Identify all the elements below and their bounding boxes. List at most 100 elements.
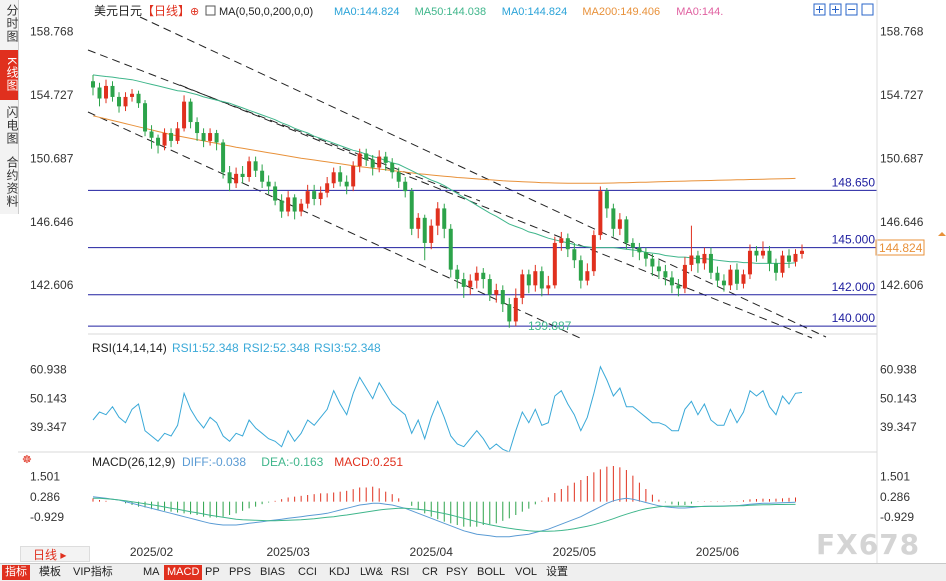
candle-body: [292, 197, 297, 212]
toolbar-item-8[interactable]: CCI: [298, 566, 317, 578]
candle-body: [364, 153, 369, 160]
toolbar-item-0[interactable]: 指标: [2, 565, 30, 580]
timeframe-button[interactable]: 日线 ▸: [20, 546, 90, 562]
candle-body: [214, 133, 219, 143]
candle-body: [130, 93, 135, 97]
candle-body: [507, 304, 512, 322]
rsi-line: [92, 365, 803, 453]
toolbar-item-3[interactable]: MA: [143, 566, 160, 578]
candle-body: [273, 186, 278, 201]
low-annotation: 139.887: [528, 319, 572, 333]
toolbar-item-16[interactable]: 设置: [546, 566, 568, 578]
candle-body: [299, 203, 304, 212]
trend-line: [139, 16, 827, 338]
zoom-out-icon[interactable]: [845, 3, 858, 16]
settings-icon[interactable]: ⊕: [190, 6, 199, 18]
candle-body: [572, 249, 577, 261]
tab-kline[interactable]: K线图: [0, 50, 19, 100]
toolbar-item-1[interactable]: 模板: [39, 566, 61, 578]
toolbar-item-6[interactable]: PPS: [229, 566, 252, 578]
toolbar-item-15[interactable]: VOL: [515, 566, 538, 578]
toolbar-item-5[interactable]: PP: [205, 566, 220, 578]
candle-body: [643, 252, 648, 259]
candle-body: [455, 269, 460, 280]
toolbar-item-7[interactable]: BIAS: [260, 566, 286, 578]
candle-body: [721, 280, 726, 286]
price-tick-label-right: 150.687: [880, 151, 924, 165]
toolbar-item-12[interactable]: CR: [422, 566, 438, 578]
candle-body: [390, 162, 395, 173]
candle-body: [416, 217, 421, 229]
date-tick-label: 2025/04: [410, 545, 454, 559]
candle-body: [448, 228, 453, 270]
macd-legend-item: DIFF:-0.038: [182, 455, 246, 469]
trend-line: [179, 84, 813, 339]
horizontal-levels: 148.650 145.000 142.000 140.000: [88, 175, 877, 327]
candle-body: [169, 133, 174, 141]
price-tick-label-right: 146.646: [880, 215, 924, 229]
date-tick-label: 2025/05: [553, 545, 597, 559]
candle-body: [695, 255, 700, 264]
level-label: 145.000: [832, 233, 876, 247]
toolbar-item-11[interactable]: RSI: [391, 566, 410, 578]
candle-body: [513, 297, 518, 322]
candle-body: [461, 279, 466, 287]
candle-body: [175, 128, 180, 141]
macd-tick-label: -0.929: [30, 510, 64, 524]
macd-tick-label: 0.286: [30, 490, 60, 504]
macd-legend: DIFF:-0.038 DEA:-0.163 MACD:0.251: [182, 455, 403, 469]
rsi-pane: RSI(14,14,14) RSI1:52.348 RSI2:52.348 RSI3…: [18, 341, 917, 453]
candle-body: [325, 183, 330, 193]
candle-body: [383, 156, 388, 163]
candle-body: [552, 242, 557, 286]
candle-body: [156, 137, 161, 146]
price-tick-label: 150.687: [30, 151, 74, 165]
candle-body: [474, 272, 479, 281]
candle-body: [286, 197, 291, 212]
date-tick-label: 2025/03: [266, 545, 310, 559]
toggle-icon[interactable]: [205, 5, 216, 16]
candle-body: [546, 285, 551, 289]
toolbar-item-9[interactable]: KDJ: [329, 566, 350, 578]
candle-body: [357, 153, 362, 167]
zoom-in-icon[interactable]: [829, 3, 842, 16]
toolbar-item-14[interactable]: BOLL: [477, 566, 506, 578]
level-label: 142.000: [832, 280, 876, 294]
candle-body: [637, 247, 642, 253]
indicator-toolbar: 指标 模板 VIP指标 MA MACD PP PPS BIAS CCI KDJ LW& RSI CR PS…: [0, 563, 946, 581]
toolbar-item-13[interactable]: PSY: [446, 566, 469, 578]
macd-axis: 1.501 1.501 0.286 0.286 -0.929 -0.929: [30, 470, 914, 525]
candle-body: [734, 269, 739, 284]
rsi-legend-item: RSI3:52.348: [314, 341, 381, 355]
indicator-settings-icon[interactable]: ☸: [22, 454, 32, 466]
crosshair-icon[interactable]: [813, 3, 826, 16]
tab-contract-info[interactable]: 合约资料: [5, 156, 19, 208]
candle-body: [305, 191, 310, 204]
candle-body: [91, 81, 95, 88]
trend-channel: [87, 16, 827, 339]
candle-body: [728, 269, 733, 286]
fullscreen-icon[interactable]: [861, 3, 874, 16]
candle-body: [676, 285, 681, 289]
toolbar-item-10[interactable]: LW&: [360, 566, 384, 578]
candle-body: [526, 274, 531, 286]
tab-flash[interactable]: 闪电图: [5, 105, 19, 145]
rsi-legend-item: RSI1:52.348: [172, 341, 239, 355]
price-axis: 158.768 158.768 154.727 154.727 150.687 150.6…: [30, 24, 924, 292]
candle-body: [208, 133, 213, 141]
price-tick-label: 142.606: [30, 278, 74, 292]
candle-body: [800, 250, 804, 254]
candle-body: [715, 272, 720, 281]
candle-body: [604, 191, 609, 209]
window-controls: [813, 3, 874, 16]
trend-line: [87, 49, 481, 202]
toolbar-item-4[interactable]: MACD: [164, 565, 203, 580]
tab-timeshare[interactable]: 分时图: [5, 3, 19, 43]
candle-body: [741, 274, 746, 284]
candle-body: [578, 260, 583, 281]
candle-body: [682, 264, 687, 289]
candle-body: [110, 85, 115, 97]
last-price-label: 144.824: [879, 241, 923, 255]
rsi-tick-label-right: 39.347: [880, 420, 917, 434]
toolbar-item-2[interactable]: VIP指标: [73, 566, 113, 578]
